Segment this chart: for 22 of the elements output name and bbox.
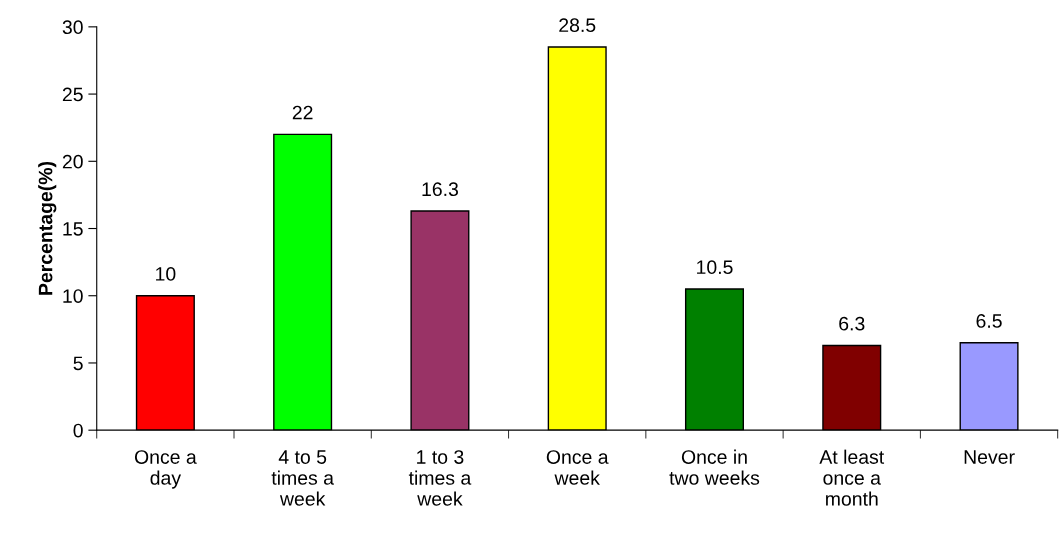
- y-tick-label: 10: [63, 289, 83, 303]
- y-tick-label: 25: [62, 87, 83, 102]
- data-label: 6.5: [976, 314, 1002, 328]
- x-tick-label: Once a week: [546, 450, 609, 485]
- x-tick-label: Once in two weeks: [669, 449, 760, 485]
- x-tick-label: At least once a month: [819, 449, 885, 506]
- data-label: 16.3: [422, 182, 458, 197]
- data-label: 22: [292, 105, 313, 120]
- data-label: 28.5: [559, 18, 596, 33]
- y-tick-label: 0: [73, 423, 83, 438]
- data-label: 10.5: [697, 260, 733, 275]
- x-tick-label: 4 to 5 times a week: [271, 450, 334, 506]
- x-tick-label: Once a day: [134, 450, 197, 489]
- y-tick-label: 5: [73, 356, 83, 371]
- y-tick-label: 30: [62, 20, 83, 35]
- x-tick-label: 1 to 3 times a week: [408, 450, 472, 506]
- y-tick-label: 15: [63, 222, 83, 236]
- data-label: 6.3: [839, 316, 865, 331]
- y-axis-title: Percentage(%): [38, 161, 57, 295]
- y-tick-label: 20: [62, 154, 83, 169]
- x-tick-label: Never: [964, 450, 1015, 464]
- data-label: 10: [156, 267, 176, 281]
